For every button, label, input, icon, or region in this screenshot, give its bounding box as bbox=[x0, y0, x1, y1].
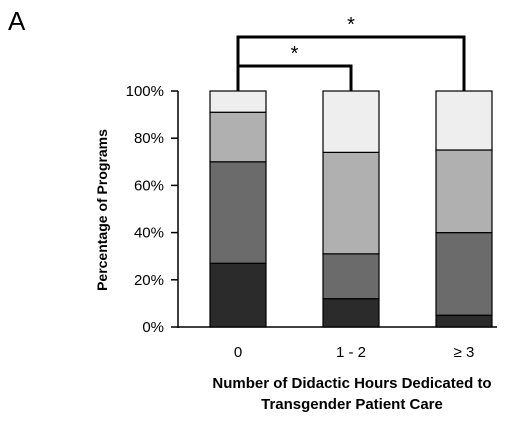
bar-segment bbox=[322, 90, 380, 153]
bar-segment bbox=[435, 149, 493, 234]
bars-group bbox=[209, 90, 493, 328]
y-axis-label: Percentage of Programs bbox=[94, 129, 110, 291]
x-tick-label: 0 bbox=[234, 344, 242, 361]
y-tick-label: 0% bbox=[142, 319, 164, 336]
significance-bracket bbox=[236, 35, 466, 91]
y-tick-label: 40% bbox=[134, 225, 164, 242]
bar-segment bbox=[435, 90, 493, 151]
x-axis-label-line-2: Transgender Patient Care bbox=[261, 396, 443, 413]
significance-marker: * bbox=[291, 43, 299, 65]
x-tick-label: 1 - 2 bbox=[336, 344, 366, 361]
bar-segment bbox=[322, 151, 380, 255]
panel-label: A bbox=[8, 6, 26, 36]
y-tick-label: 100% bbox=[126, 83, 164, 100]
bar-segment bbox=[209, 111, 267, 163]
bar-segment bbox=[435, 314, 493, 328]
y-tick-label: 80% bbox=[134, 130, 164, 147]
bar-segment bbox=[209, 161, 267, 264]
x-axis-label-line-1: Number of Didactic Hours Dedicated to bbox=[212, 375, 491, 392]
x-tick-label: ≥ 3 bbox=[454, 344, 475, 361]
bar-segment bbox=[209, 262, 267, 328]
significance-bracket bbox=[236, 64, 353, 91]
y-tick-label: 60% bbox=[134, 177, 164, 194]
significance-brackets: ** bbox=[236, 14, 466, 91]
y-ticks: 0% 20% 40% 60% 80% 100% bbox=[126, 83, 178, 336]
x-ticks: 0 1 - 2 ≥ 3 bbox=[234, 344, 475, 361]
bar-segment bbox=[322, 253, 380, 300]
bar-segment bbox=[322, 298, 380, 328]
bar-segment bbox=[435, 232, 493, 316]
y-tick-label: 20% bbox=[134, 272, 164, 289]
bar-segment bbox=[209, 90, 267, 113]
significance-marker: * bbox=[347, 14, 355, 36]
